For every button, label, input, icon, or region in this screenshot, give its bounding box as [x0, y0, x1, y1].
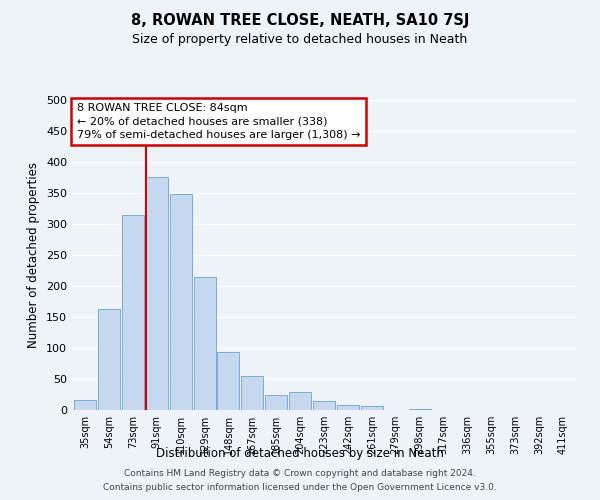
Text: 8, ROWAN TREE CLOSE, NEATH, SA10 7SJ: 8, ROWAN TREE CLOSE, NEATH, SA10 7SJ [131, 12, 469, 28]
Text: 8 ROWAN TREE CLOSE: 84sqm
← 20% of detached houses are smaller (338)
79% of semi: 8 ROWAN TREE CLOSE: 84sqm ← 20% of detac… [77, 103, 361, 140]
Bar [265, 394, 287, 410]
Bar [313, 402, 335, 410]
Bar [98, 309, 120, 410]
Bar [146, 177, 168, 410]
Text: Contains HM Land Registry data © Crown copyright and database right 2024.: Contains HM Land Registry data © Crown c… [124, 468, 476, 477]
Bar [289, 392, 311, 410]
Bar [217, 352, 239, 410]
Bar [122, 214, 144, 410]
Text: Size of property relative to detached houses in Neath: Size of property relative to detached ho… [133, 32, 467, 46]
Bar [337, 405, 359, 410]
Y-axis label: Number of detached properties: Number of detached properties [28, 162, 40, 348]
Text: Distribution of detached houses by size in Neath: Distribution of detached houses by size … [156, 448, 444, 460]
Text: Contains public sector information licensed under the Open Government Licence v3: Contains public sector information licen… [103, 484, 497, 492]
Bar [241, 376, 263, 410]
Bar [74, 400, 96, 410]
Bar [361, 406, 383, 410]
Bar [194, 278, 215, 410]
Bar [170, 194, 191, 410]
